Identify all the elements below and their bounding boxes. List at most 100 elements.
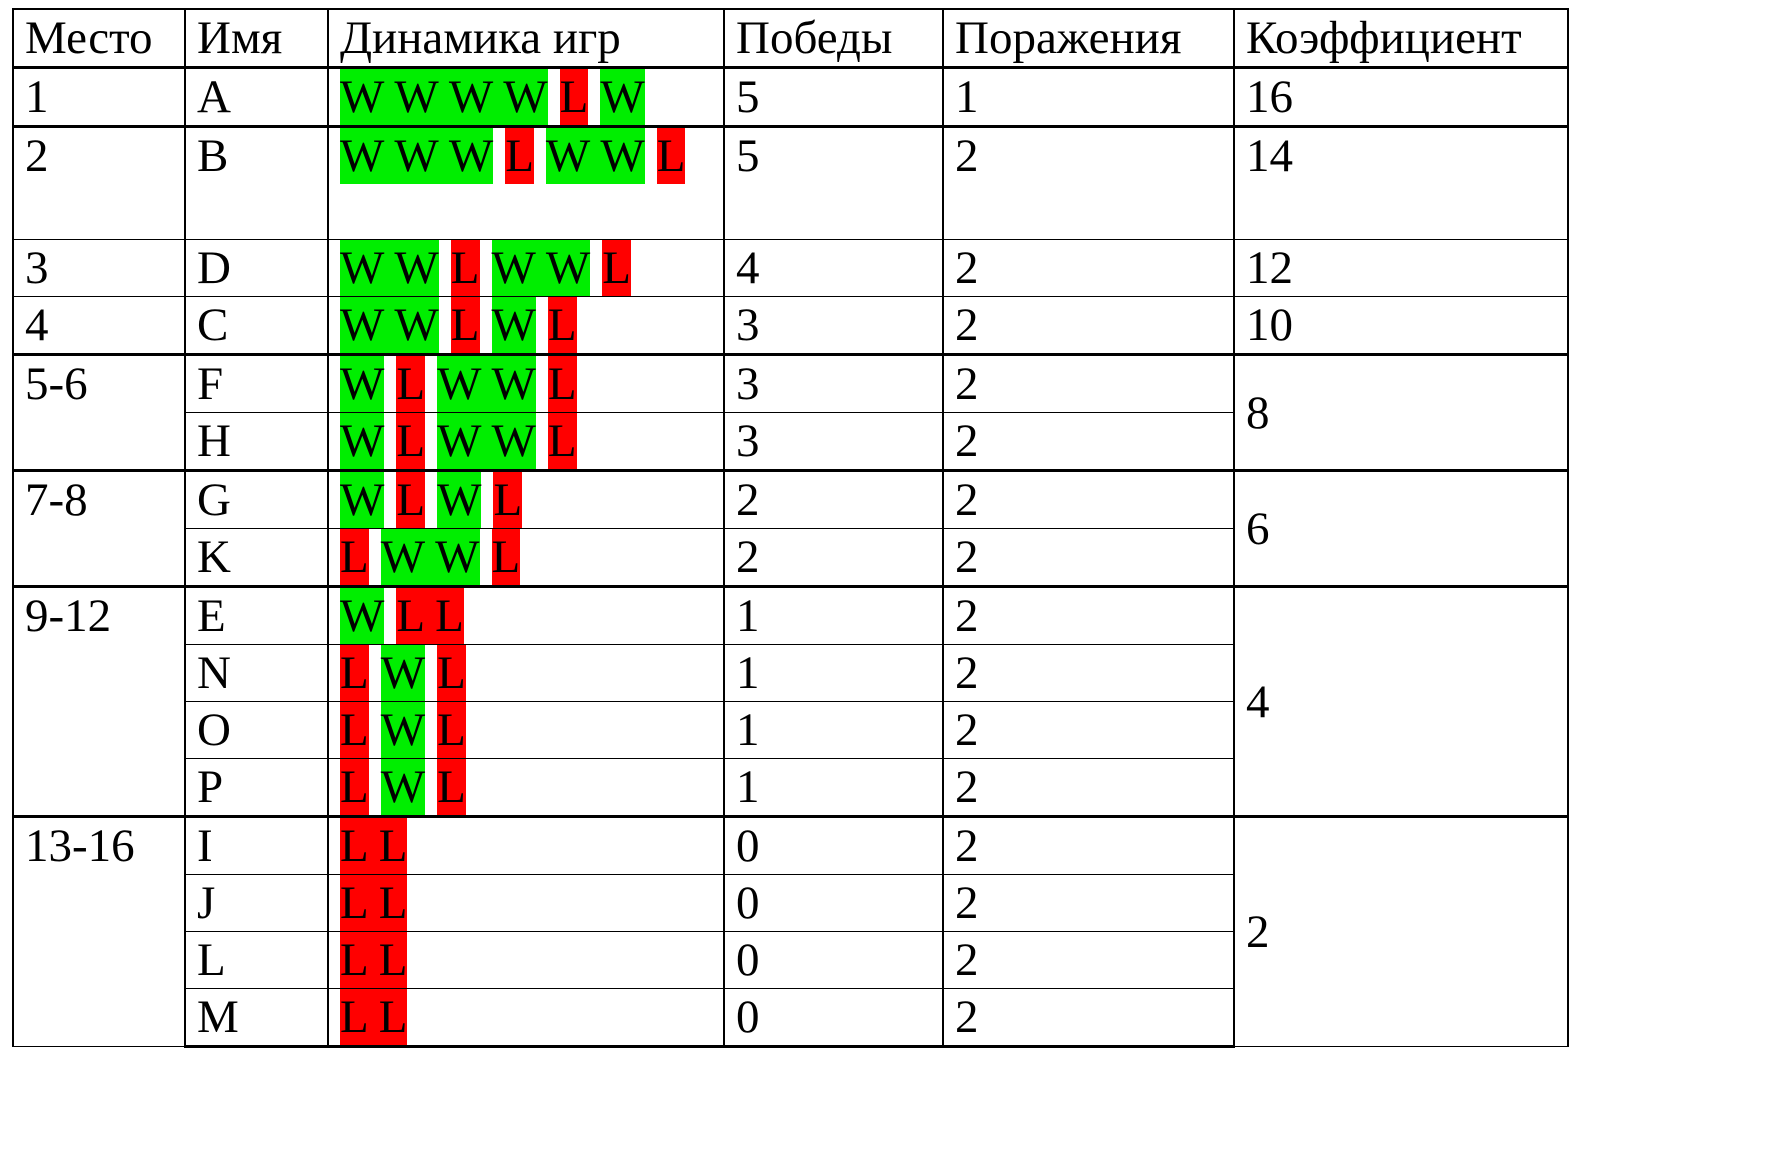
losses-cell: 2 xyxy=(942,931,1235,989)
loss-mark: L xyxy=(491,529,521,585)
dynamics-cell: L L xyxy=(327,931,725,989)
wins-cell: 3 xyxy=(723,353,944,413)
name-cell: G xyxy=(184,469,329,529)
win-mark: W W xyxy=(380,529,480,585)
header-row: Место Имя Динамика игр Победы Поражения … xyxy=(12,8,1569,69)
place-cell: 3 xyxy=(12,239,186,297)
win-mark: W xyxy=(340,589,385,644)
win-mark: W xyxy=(380,759,426,815)
place-cell: 4 xyxy=(12,296,186,355)
coefficient-cell: 6 xyxy=(1233,469,1569,587)
loss-mark: L xyxy=(437,702,466,758)
win-mark: W W W W xyxy=(340,70,548,125)
dynamics-cell: L L xyxy=(327,988,725,1048)
win-mark: W W xyxy=(491,240,591,296)
dynamics-cell: L L xyxy=(327,874,725,932)
losses-cell: 1 xyxy=(942,66,1235,127)
coefficient-cell: 12 xyxy=(1233,239,1569,297)
win-mark: W xyxy=(491,297,536,353)
header-place: Место xyxy=(12,8,186,69)
losses-cell: 2 xyxy=(942,296,1235,355)
losses-cell: 2 xyxy=(942,644,1235,702)
win-mark: W xyxy=(600,70,645,125)
loss-mark: L L xyxy=(340,819,408,874)
loss-mark: L xyxy=(450,297,480,353)
losses-cell: 2 xyxy=(942,815,1235,875)
loss-mark: L xyxy=(547,413,577,469)
wins-cell: 1 xyxy=(723,585,944,645)
loss-mark: L xyxy=(437,645,466,701)
name-cell: I xyxy=(184,815,329,875)
name-cell: H xyxy=(184,412,329,471)
win-mark: W xyxy=(340,357,385,412)
coefficient-cell: 2 xyxy=(1233,815,1569,1047)
header-losses: Поражения xyxy=(942,8,1235,69)
losses-cell: 2 xyxy=(942,758,1235,817)
loss-mark: L xyxy=(340,702,369,758)
loss-mark: L L xyxy=(396,589,464,644)
table-row: 7-8 G W L W L 2 2 6 xyxy=(12,469,1569,587)
wins-cell: 0 xyxy=(723,874,944,932)
name-cell: B xyxy=(184,125,329,240)
wins-cell: 1 xyxy=(723,701,944,759)
coefficient-cell: 16 xyxy=(1233,66,1569,127)
name-cell: P xyxy=(184,758,329,817)
loss-mark: L xyxy=(547,297,577,353)
losses-cell: 2 xyxy=(942,585,1235,645)
loss-mark: L xyxy=(559,70,589,125)
loss-mark: L xyxy=(437,759,466,815)
name-cell: E xyxy=(184,585,329,645)
loss-mark: L xyxy=(396,473,426,528)
losses-cell: 2 xyxy=(942,412,1235,471)
name-cell: O xyxy=(184,701,329,759)
loss-mark: L xyxy=(396,357,426,412)
win-mark: W W W xyxy=(340,129,494,184)
name-cell: A xyxy=(184,66,329,127)
name-cell: F xyxy=(184,353,329,413)
name-cell: C xyxy=(184,296,329,355)
place-cell: 2 xyxy=(12,125,186,240)
win-mark: W xyxy=(340,473,385,528)
coefficient-cell: 14 xyxy=(1233,125,1569,240)
name-cell: J xyxy=(184,874,329,932)
coefficient-cell: 8 xyxy=(1233,353,1569,471)
loss-mark: L xyxy=(340,645,369,701)
loss-mark: L L xyxy=(340,989,408,1044)
loss-mark: L xyxy=(450,240,480,296)
win-mark: W W xyxy=(340,240,439,296)
loss-mark: L xyxy=(340,759,369,815)
coefficient-cell: 4 xyxy=(1233,585,1569,817)
loss-mark: L L xyxy=(340,875,408,931)
win-mark: W xyxy=(380,645,426,701)
place-cell: 7-8 xyxy=(12,469,186,587)
name-cell: L xyxy=(184,931,329,989)
header-wins: Победы xyxy=(723,8,944,69)
loss-mark: L xyxy=(340,529,369,585)
win-mark: W W xyxy=(437,413,536,469)
wins-cell: 2 xyxy=(723,469,944,529)
wins-cell: 2 xyxy=(723,528,944,587)
coefficient-cell: 10 xyxy=(1233,296,1569,355)
header-coefficient: Коэффициент xyxy=(1233,8,1569,69)
wins-cell: 5 xyxy=(723,66,944,127)
loss-mark: L xyxy=(656,129,686,184)
